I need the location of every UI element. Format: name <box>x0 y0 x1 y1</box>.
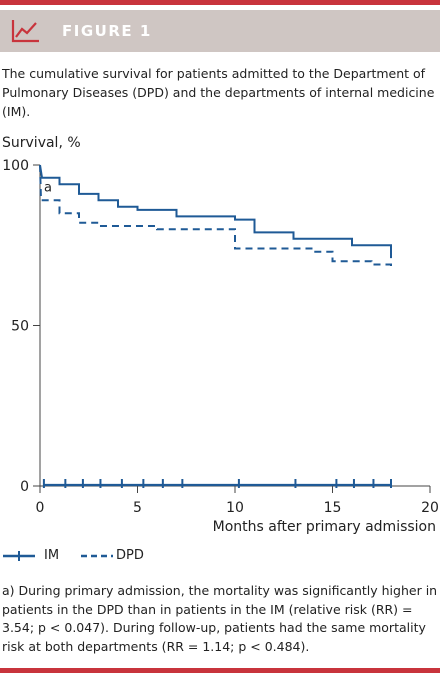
legend-swatch-dpd <box>81 554 113 557</box>
series-line-dpd <box>39 164 392 268</box>
legend-item-im: IM <box>2 548 59 563</box>
legend-item-dpd: DPD <box>80 548 144 563</box>
x-tick-label: 10 <box>226 500 244 516</box>
x-tick-label: 15 <box>324 500 342 516</box>
y-axis-title: Survival, % <box>2 135 81 151</box>
figure-footnote: a) During primary admission, the mortali… <box>2 583 438 654</box>
survival-chart: 0 50 100 0 5 10 15 20 Survival, % Months after pr… <box>2 135 439 535</box>
chart-legend: IM DPD <box>0 548 440 572</box>
y-tick-label: 0 <box>20 479 29 495</box>
x-tick-label: 0 <box>36 500 45 516</box>
x-tick-label: 20 <box>421 500 439 516</box>
series-line-im <box>39 164 392 259</box>
x-axis-title: Months after primary admission <box>213 519 436 535</box>
x-tick-label: 5 <box>133 500 142 516</box>
figure-caption: The cumulative survival for patients adm… <box>2 66 435 119</box>
y-tick-label: 100 <box>2 158 29 174</box>
annotation-a: a <box>44 180 52 195</box>
legend-swatch-im <box>3 550 35 561</box>
top-rule <box>0 0 440 5</box>
legend-label-im: IM <box>44 548 60 563</box>
chart-icon <box>11 20 39 43</box>
bottom-rule <box>0 668 440 673</box>
figure-label: FIGURE 1 <box>62 22 152 40</box>
figure-header: FIGURE 1 <box>0 10 440 52</box>
y-tick-label: 50 <box>11 319 29 335</box>
legend-label-dpd: DPD <box>116 548 144 563</box>
